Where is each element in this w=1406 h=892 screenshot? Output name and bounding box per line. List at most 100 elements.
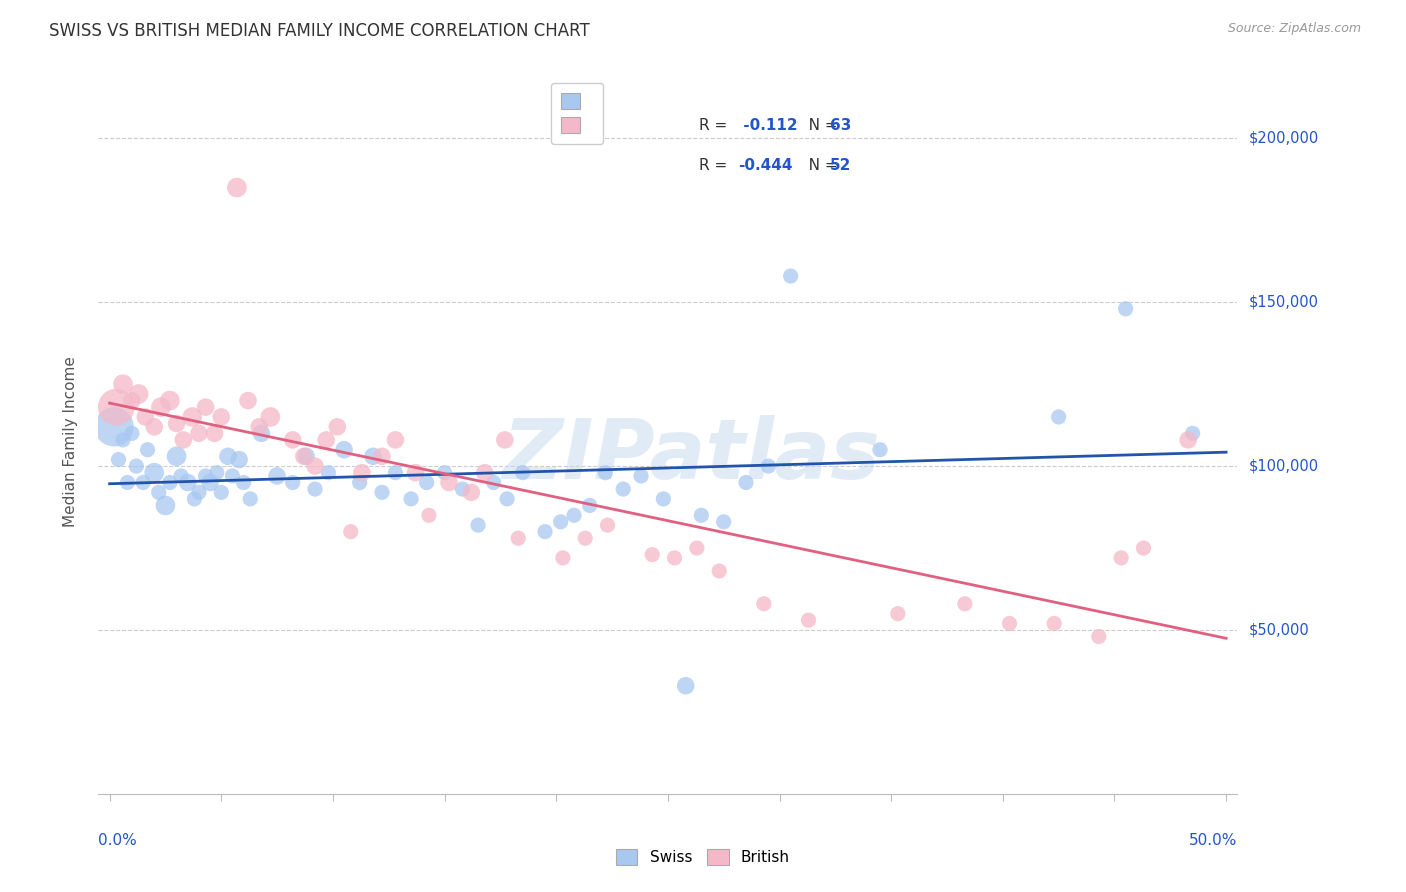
Point [652,491,675,506]
Text: N =: N = [794,119,844,134]
Point [467,518,489,533]
Point [350,466,373,480]
Point [534,524,557,539]
Point [304,459,326,474]
Point [194,400,217,414]
Point [1043,616,1066,631]
Point [713,515,735,529]
Y-axis label: Median Family Income: Median Family Income [63,356,77,527]
Point [887,607,910,621]
Point [797,613,820,627]
Text: -0.444: -0.444 [738,158,793,173]
Point [204,426,226,441]
Point [418,508,440,523]
Point [170,469,193,483]
Point [869,442,891,457]
Text: $150,000: $150,000 [1249,294,1319,310]
Point [1047,409,1070,424]
Text: $100,000: $100,000 [1249,458,1319,474]
Point [148,485,170,500]
Point [664,550,686,565]
Point [451,482,474,496]
Point [562,508,585,523]
Point [508,531,530,545]
Point [1115,301,1137,316]
Legend: , : , [551,83,603,144]
Point [1088,630,1111,644]
Point [399,491,422,506]
Text: $200,000: $200,000 [1249,131,1319,146]
Point [136,442,159,457]
Legend: Swiss, British: Swiss, British [610,843,796,871]
Text: R =: R = [699,158,733,173]
Point [752,597,775,611]
Point [183,491,205,506]
Point [143,419,166,434]
Point [551,550,574,565]
Point [550,515,572,529]
Point [217,450,239,464]
Point [121,426,143,441]
Point [295,450,318,464]
Point [128,387,150,401]
Point [236,393,259,408]
Point [998,616,1021,631]
Point [384,433,406,447]
Point [315,433,337,447]
Point [612,482,634,496]
Point [155,499,177,513]
Point [281,433,304,447]
Point [630,469,652,483]
Text: ZIPatlas: ZIPatlas [502,415,880,496]
Point [460,485,482,500]
Point [125,459,148,474]
Point [107,452,129,467]
Point [232,475,254,490]
Point [1132,541,1154,555]
Point [304,482,326,496]
Point [149,400,172,414]
Point [405,466,427,480]
Point [1181,426,1204,441]
Text: $50,000: $50,000 [1249,623,1309,638]
Point [266,469,288,483]
Point [318,466,340,480]
Point [756,459,779,474]
Point [474,466,496,480]
Point [187,485,209,500]
Point [686,541,709,555]
Point [709,564,731,578]
Point [187,426,209,441]
Point [735,475,758,490]
Point [779,268,801,283]
Point [574,531,596,545]
Point [259,409,281,424]
Point [103,419,125,434]
Point [292,450,315,464]
Point [333,442,356,457]
Point [595,466,617,480]
Point [326,419,349,434]
Text: SWISS VS BRITISH MEDIAN FAMILY INCOME CORRELATION CHART: SWISS VS BRITISH MEDIAN FAMILY INCOME CO… [49,22,591,40]
Point [496,491,519,506]
Point [415,475,437,490]
Point [1109,550,1132,565]
Point [159,393,181,408]
Point [111,433,134,447]
Text: 63: 63 [830,119,851,134]
Point [482,475,505,490]
Point [675,679,697,693]
Point [578,499,600,513]
Point [221,469,243,483]
Point [494,433,516,447]
Point [209,409,232,424]
Point [361,450,384,464]
Point [247,419,270,434]
Point [281,475,304,490]
Point [641,548,664,562]
Point [111,377,134,392]
Point [349,475,371,490]
Point [384,466,406,480]
Text: 0.0%: 0.0% [98,832,138,847]
Point [117,475,139,490]
